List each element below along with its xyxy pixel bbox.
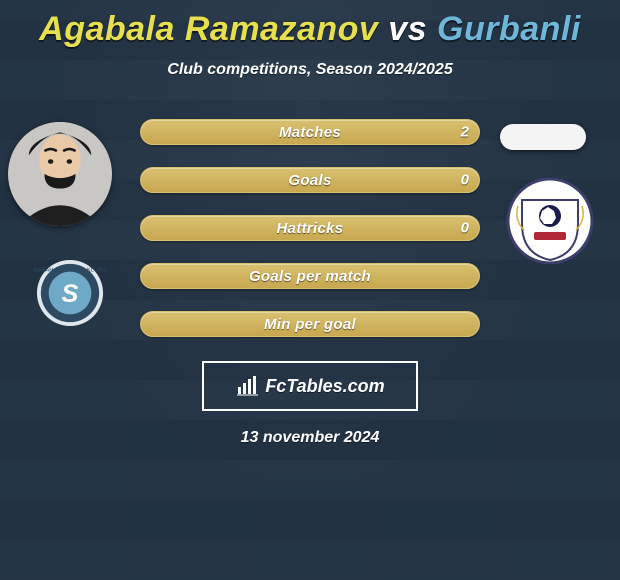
- bar-label: Matches: [279, 124, 341, 141]
- bar-value-right: 0: [461, 220, 469, 237]
- title-vs: vs: [388, 10, 427, 48]
- title-player1: Agabala Ramazanov: [39, 10, 378, 48]
- bar-label: Goals per match: [249, 268, 371, 285]
- title-player2: Gurbanli: [437, 10, 581, 48]
- bar-value-right: 2: [461, 124, 469, 141]
- brand-text: FcTables.com: [265, 376, 384, 397]
- bar-goals-per-match: Goals per match: [140, 263, 480, 289]
- bar-label: Goals: [288, 172, 331, 189]
- bar-matches: Matches 2: [140, 119, 480, 145]
- stat-bars: Matches 2 Goals 0 Hattricks 0 Goals per …: [140, 119, 480, 337]
- subtitle: Club competitions, Season 2024/2025: [167, 61, 452, 79]
- bar-min-per-goal: Min per goal: [140, 311, 480, 337]
- svg-text:SABAH • FUTBOL • KLUBU: SABAH • FUTBOL • KLUBU: [34, 268, 107, 274]
- date: 13 november 2024: [241, 429, 380, 447]
- page-title: Agabala Ramazanov vs Gurbanli: [39, 10, 581, 49]
- bar-chart-icon: [235, 374, 259, 398]
- bar-hattricks: Hattricks 0: [140, 215, 480, 241]
- brand-box[interactable]: FcTables.com: [202, 361, 418, 411]
- player1-photo: [8, 122, 112, 226]
- bar-goals: Goals 0: [140, 167, 480, 193]
- player2-club-crest: [500, 178, 600, 264]
- svg-text:S: S: [62, 280, 79, 308]
- player1-club-crest: S SABAH • FUTBOL • KLUBU: [20, 258, 120, 328]
- bar-label: Hattricks: [277, 220, 344, 237]
- player2-flag: [500, 124, 586, 150]
- bar-value-right: 0: [461, 172, 469, 189]
- bar-label: Min per goal: [264, 316, 356, 333]
